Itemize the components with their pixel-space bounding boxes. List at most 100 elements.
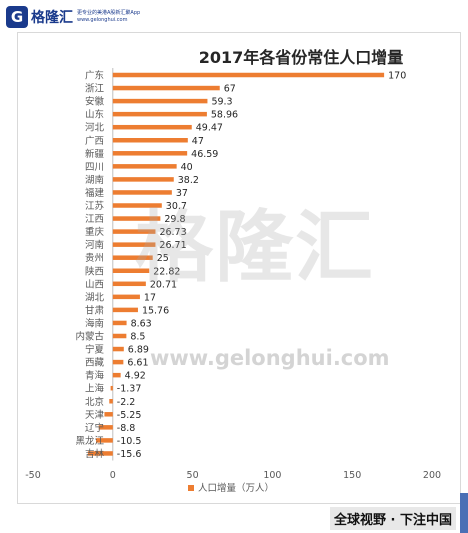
data-label-24: -1.37 <box>117 384 142 395</box>
category-label-0: 广东 <box>85 70 104 82</box>
data-label-29: -15.6 <box>117 449 142 460</box>
data-label-25: -2.2 <box>117 397 136 408</box>
bar-29 <box>87 451 113 456</box>
bar-27 <box>98 425 113 430</box>
bar-18 <box>112 307 138 313</box>
category-label-8: 湖南 <box>85 174 104 186</box>
data-label-8: 38.2 <box>178 175 199 186</box>
category-label-29: 吉林 <box>85 448 105 460</box>
legend-label: 人口增量（万人） <box>198 482 274 494</box>
category-label-21: 宁夏 <box>85 344 105 356</box>
x-tick-label-2: 50 <box>187 470 199 481</box>
data-label-11: 29.8 <box>164 214 185 225</box>
bar-25 <box>109 399 113 404</box>
category-label-7: 四川 <box>85 162 104 173</box>
watermark-text: 格隆汇 <box>135 203 376 293</box>
data-label-26: -5.25 <box>117 410 142 421</box>
category-label-1: 浙江 <box>85 83 105 95</box>
category-label-24: 上海 <box>85 383 105 395</box>
corner-decoration <box>460 493 468 533</box>
category-label-19: 海南 <box>85 317 104 329</box>
footer-slogan: 全球视野 · 下注中国 <box>330 507 456 530</box>
data-label-6: 46.59 <box>191 149 218 160</box>
data-label-5: 47 <box>192 136 204 147</box>
category-label-25: 北京 <box>85 396 104 408</box>
bar-7 <box>112 164 177 169</box>
brand-logo-icon: G <box>6 6 28 28</box>
brand-header: G 格隆汇 更专业的美港A股新汇聚App www.gelonghui.com <box>6 4 166 30</box>
bar-19 <box>112 320 127 326</box>
bar-3 <box>112 111 207 117</box>
x-tick-label-5: 200 <box>423 470 441 481</box>
category-label-28: 黑龙江 <box>75 435 104 447</box>
bar-6 <box>112 151 188 156</box>
bar-21 <box>112 346 124 352</box>
watermark-url: www.gelonghui.com <box>150 346 390 370</box>
data-label-21: 6.89 <box>128 345 149 356</box>
category-label-17: 湖北 <box>85 292 105 303</box>
data-label-17: 17 <box>144 292 156 303</box>
category-label-6: 新疆 <box>85 148 105 160</box>
x-tick-label-0: -50 <box>25 470 41 481</box>
category-label-22: 西藏 <box>85 357 105 369</box>
data-label-28: -10.5 <box>117 436 142 447</box>
bar-8 <box>112 177 174 182</box>
bar-12 <box>112 229 156 234</box>
category-label-14: 贵州 <box>85 252 104 264</box>
x-tick-label-4: 150 <box>343 470 361 481</box>
brand-name: 格隆汇 <box>31 10 73 26</box>
bar-9 <box>112 190 172 195</box>
chart-title: 2017年各省份常住人口增量 <box>199 48 404 67</box>
chart-container <box>17 32 461 504</box>
category-label-12: 重庆 <box>85 226 105 238</box>
category-label-2: 安徽 <box>85 96 105 108</box>
legend-swatch <box>188 485 194 491</box>
data-label-9: 37 <box>176 188 188 199</box>
data-label-13: 26.71 <box>159 240 186 251</box>
bar-23 <box>112 372 121 378</box>
bar-2 <box>112 98 208 104</box>
bar-20 <box>112 333 127 339</box>
category-label-3: 山东 <box>85 109 104 121</box>
bar-24 <box>110 385 113 391</box>
bar-5 <box>112 138 188 143</box>
category-label-20: 内蒙古 <box>75 331 104 343</box>
category-label-4: 河北 <box>85 122 105 134</box>
category-label-23: 青海 <box>85 370 105 382</box>
data-label-27: -8.8 <box>117 423 136 434</box>
bar-14 <box>112 255 153 260</box>
category-label-9: 福建 <box>85 187 105 199</box>
bar-15 <box>112 268 150 273</box>
bar-10 <box>112 203 162 208</box>
data-label-2: 59.3 <box>211 97 232 108</box>
data-label-0: 170 <box>388 71 406 82</box>
data-label-18: 15.76 <box>142 305 169 316</box>
x-tick-label-3: 100 <box>263 470 281 481</box>
data-label-22: 6.61 <box>127 358 148 369</box>
category-label-16: 山西 <box>85 279 104 290</box>
data-label-15: 22.82 <box>153 266 180 277</box>
data-label-10: 30.7 <box>166 201 187 212</box>
bar-17 <box>112 294 140 300</box>
data-label-19: 8.63 <box>131 318 152 329</box>
category-label-5: 广西 <box>85 135 104 147</box>
category-label-18: 甘肃 <box>85 304 104 316</box>
data-label-12: 26.73 <box>159 227 186 238</box>
data-label-3: 58.96 <box>211 110 238 121</box>
data-label-14: 25 <box>157 253 169 264</box>
bar-16 <box>112 281 146 287</box>
bar-1 <box>112 85 220 91</box>
category-label-13: 河南 <box>85 239 104 251</box>
bar-13 <box>112 242 156 247</box>
data-label-23: 4.92 <box>125 371 146 382</box>
category-label-15: 陕西 <box>85 265 104 277</box>
data-label-1: 67 <box>224 84 236 95</box>
data-label-16: 20.71 <box>150 279 177 290</box>
bar-28 <box>96 438 113 443</box>
category-label-26: 天津 <box>85 410 105 421</box>
brand-slogan: 更专业的美港A股新汇聚App www.gelonghui.com <box>77 10 140 24</box>
bar-0 <box>112 72 385 78</box>
category-label-10: 江苏 <box>85 200 105 212</box>
bar-4 <box>112 124 192 130</box>
